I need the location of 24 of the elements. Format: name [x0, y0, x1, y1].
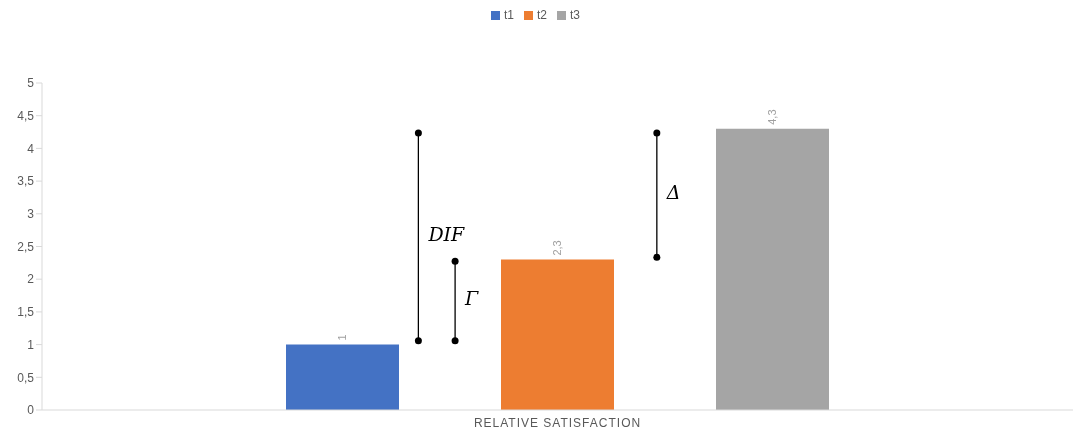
y-tick-label: 2 [27, 272, 35, 287]
y-tick-label: 3 [27, 207, 35, 222]
data-label: 2,3 [551, 240, 564, 256]
annotation: Δ [665, 181, 681, 204]
x-tick-label: RELATIVE SATISFACTION [473, 415, 642, 430]
bar [286, 344, 399, 410]
legend-label: t1 [503, 8, 514, 22]
annotation: Γ [464, 287, 480, 310]
y-tick-label: 1,5 [17, 305, 35, 320]
y-tick-label: 2,5 [17, 239, 35, 254]
annotation: DIF [427, 222, 466, 245]
y-tick-label: 0 [27, 403, 35, 418]
legend-label: t3 [570, 8, 581, 22]
data-label: 1 [336, 334, 349, 341]
bar [501, 259, 614, 410]
legend-label: t2 [536, 8, 547, 22]
y-tick-label: 4 [27, 141, 35, 156]
y-tick-label: 1 [27, 337, 35, 352]
bar [716, 128, 829, 410]
y-tick-label: 3,5 [17, 174, 35, 189]
y-tick-label: 5 [27, 76, 35, 91]
y-tick-label: 4,5 [17, 108, 35, 123]
y-tick-label: 0,5 [17, 370, 35, 385]
data-label: 4,3 [766, 109, 779, 125]
